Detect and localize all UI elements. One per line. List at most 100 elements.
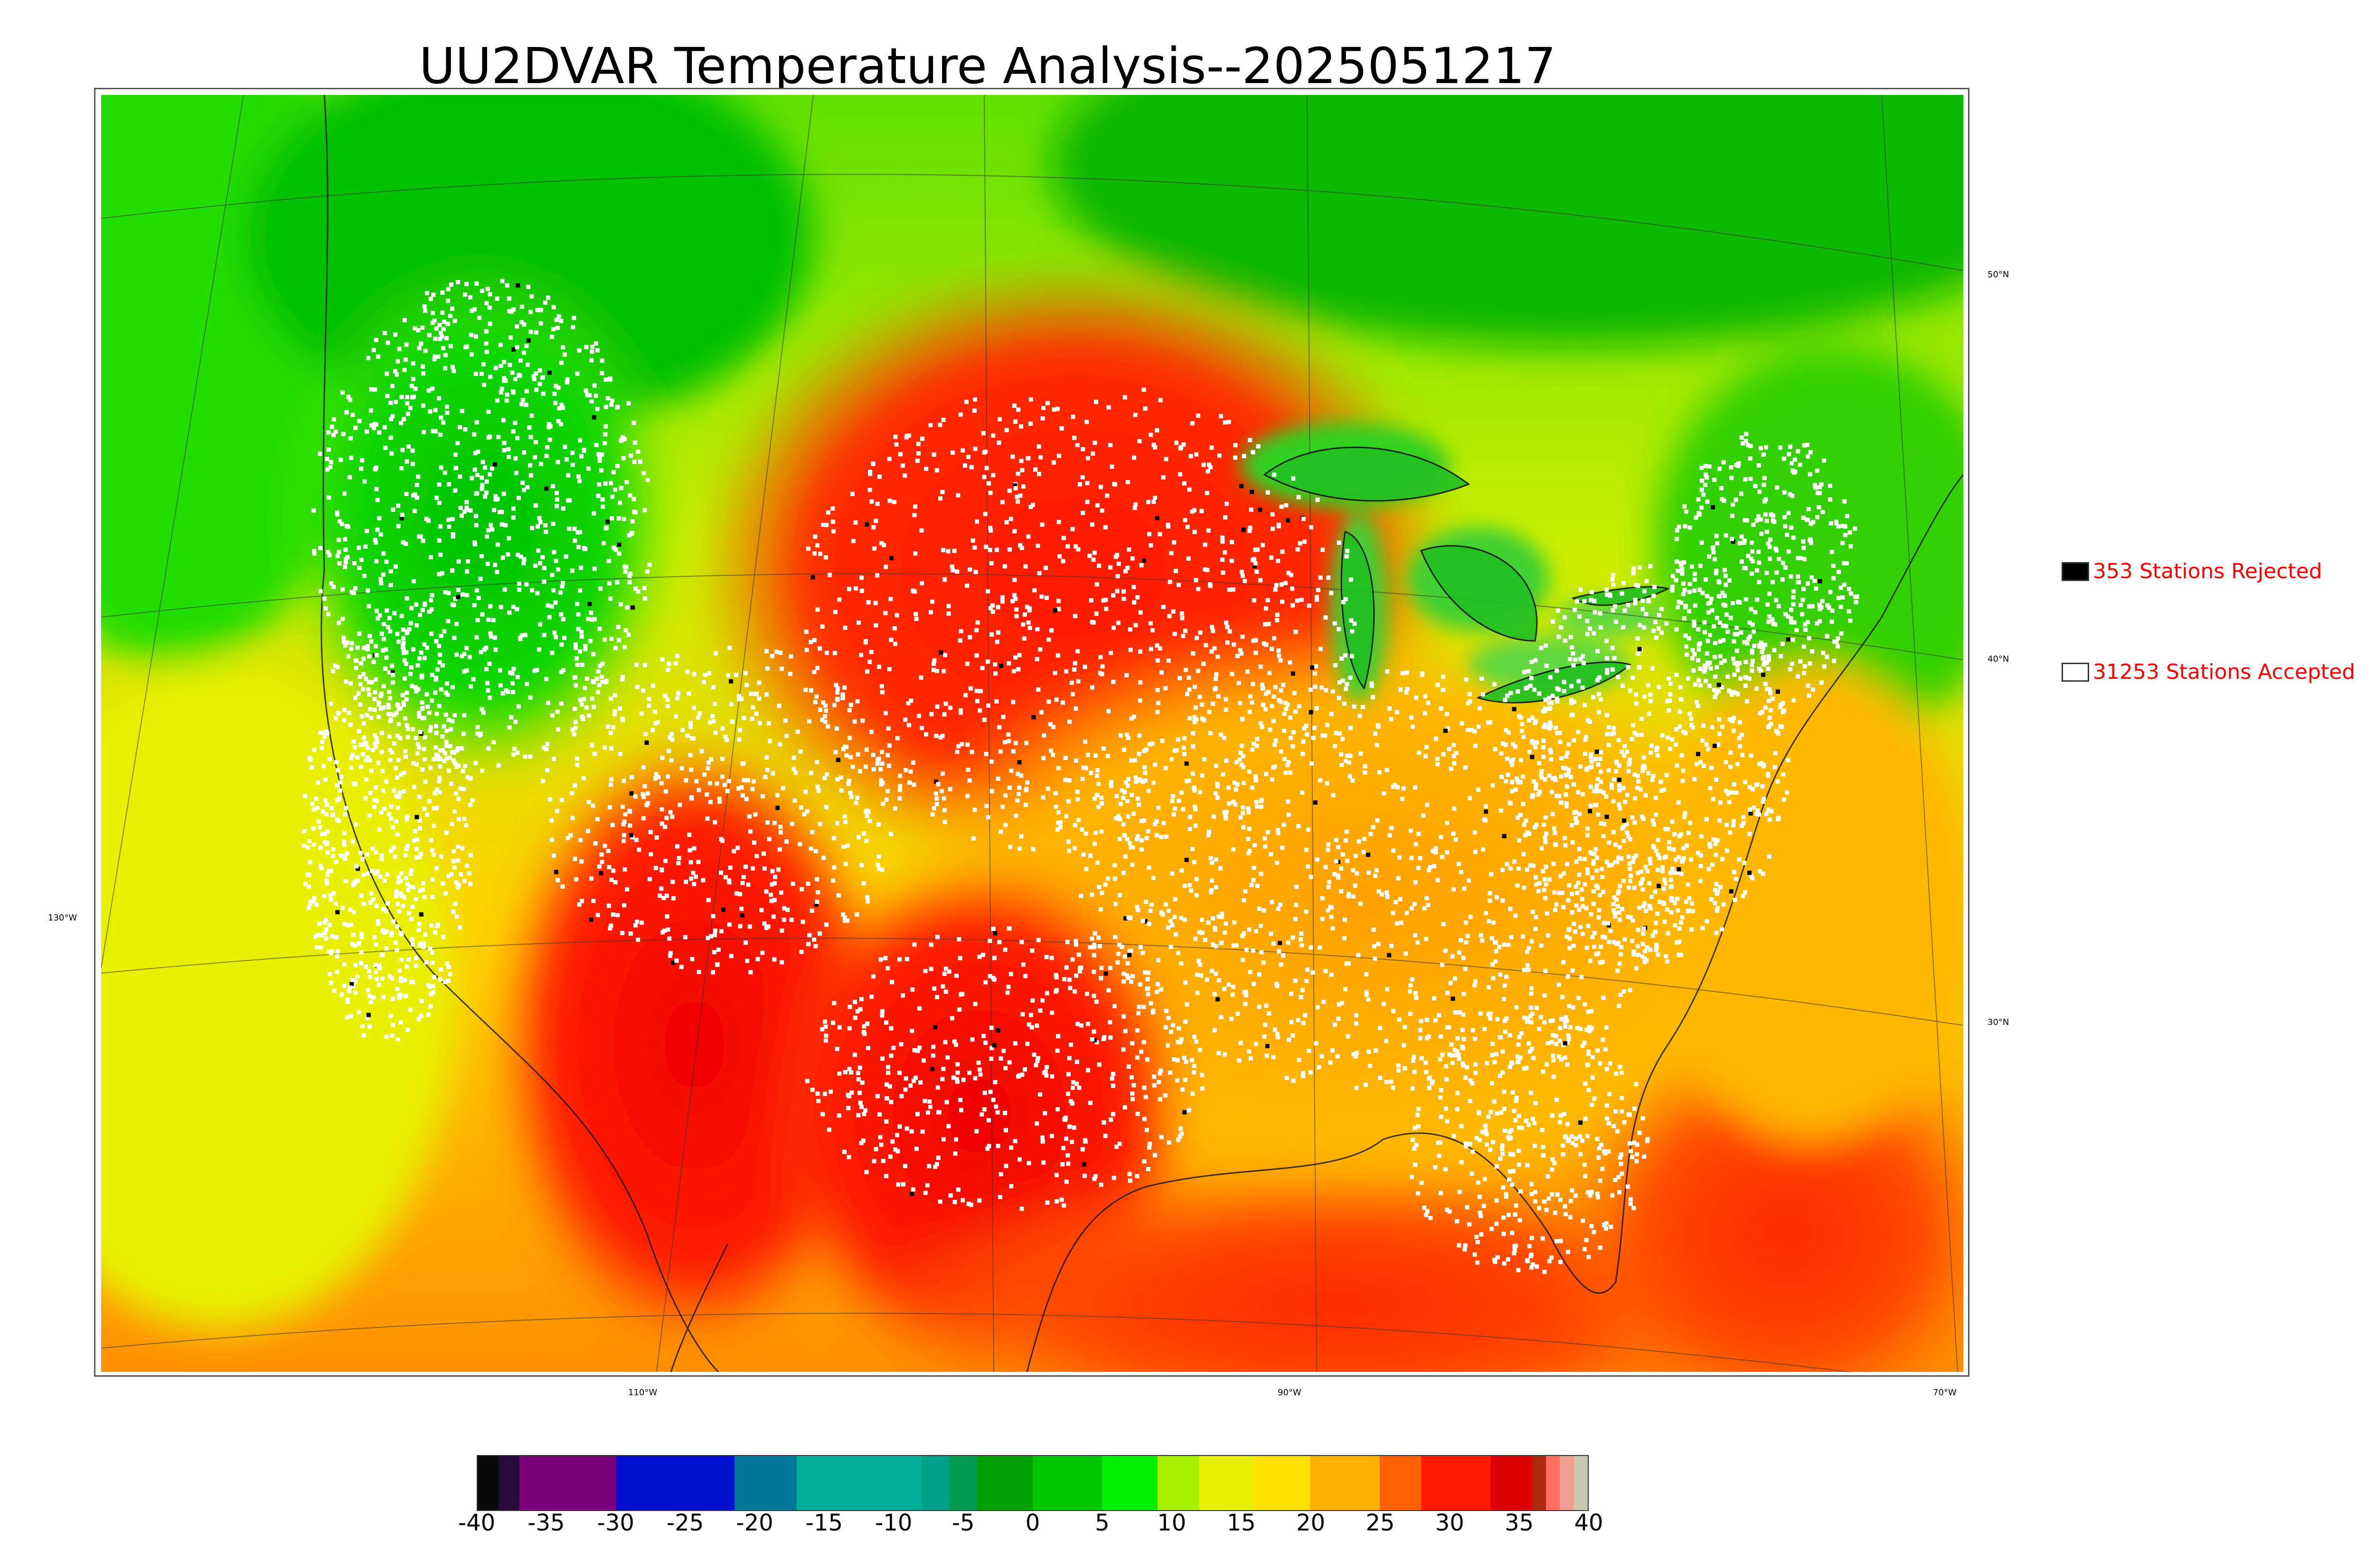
station-marker [1595, 1136, 1600, 1141]
station-marker [421, 371, 425, 376]
station-marker [1391, 911, 1395, 915]
station-marker [1589, 752, 1593, 757]
station-marker [1193, 807, 1198, 812]
station-marker [607, 805, 612, 810]
station-marker [1219, 1015, 1224, 1019]
station-marker [884, 798, 889, 802]
station-marker [1036, 687, 1041, 692]
station-marker [802, 812, 807, 817]
station-marker [1724, 789, 1728, 793]
station-marker [430, 673, 434, 677]
station-marker [948, 787, 952, 791]
station-marker [507, 309, 512, 313]
station-marker [877, 1112, 882, 1117]
station-marker [943, 989, 948, 994]
station-marker [1300, 1074, 1305, 1079]
station-marker [1640, 1116, 1645, 1120]
station-marker [1580, 1138, 1584, 1143]
station-marker [647, 877, 652, 882]
station-marker [1432, 864, 1436, 869]
station-marker [1083, 766, 1088, 770]
station-marker [482, 647, 487, 652]
station-marker [671, 896, 676, 901]
station-marker [1507, 1033, 1512, 1038]
station-marker [1349, 654, 1354, 658]
station-marker [1604, 859, 1609, 864]
station-marker [1588, 958, 1592, 963]
station-marker [1654, 948, 1658, 952]
station-marker [1570, 823, 1574, 827]
station-marker [520, 398, 525, 403]
station-marker [713, 820, 717, 825]
station-marker [1577, 908, 1582, 912]
station-marker [553, 600, 558, 605]
station-marker [669, 758, 674, 762]
station-marker [965, 742, 970, 747]
station-marker [415, 483, 419, 488]
station-marker [1625, 1184, 1630, 1189]
station-marker [1012, 593, 1017, 598]
station-marker [1020, 1072, 1025, 1077]
station-marker [618, 751, 622, 756]
station-marker [1416, 1107, 1421, 1111]
station-marker [577, 348, 582, 353]
station-marker [1254, 799, 1259, 804]
station-marker [1291, 935, 1295, 940]
station-marker [1543, 706, 1548, 711]
station-marker [1529, 660, 1534, 664]
station-marker [991, 927, 996, 931]
station-marker [374, 609, 379, 613]
station-marker [1193, 823, 1198, 828]
station-marker [1309, 761, 1314, 766]
station-marker [597, 627, 602, 631]
station-marker [1017, 792, 1021, 797]
station-marker [1222, 986, 1226, 991]
station-marker [1651, 629, 1656, 633]
station-marker [1305, 732, 1309, 737]
station-marker [1649, 894, 1654, 899]
station-marker [1144, 836, 1149, 840]
station-marker [456, 595, 461, 600]
station-marker [1184, 779, 1189, 783]
station-marker [561, 668, 565, 673]
station-marker [1630, 737, 1634, 742]
station-marker [1464, 677, 1469, 682]
station-marker [394, 400, 398, 404]
station-marker [997, 940, 1002, 944]
station-marker [1324, 688, 1328, 693]
station-marker [780, 960, 784, 965]
station-marker [1617, 783, 1622, 788]
station-marker [1470, 1149, 1475, 1154]
station-marker [1627, 861, 1632, 866]
station-marker [1275, 1032, 1280, 1036]
station-marker [1501, 1185, 1506, 1190]
station-marker [1681, 856, 1686, 861]
station-marker [1524, 818, 1528, 823]
station-marker [1637, 905, 1642, 910]
station-marker [1360, 704, 1365, 709]
station-marker [770, 869, 775, 873]
station-marker [1569, 698, 1573, 703]
station-marker [1130, 556, 1135, 561]
station-marker [526, 338, 531, 343]
station-marker [1248, 969, 1253, 974]
station-marker [641, 765, 646, 770]
station-marker [537, 382, 542, 386]
station-marker [322, 734, 327, 739]
station-marker [1130, 1041, 1135, 1046]
station-marker [1016, 407, 1021, 412]
station-marker [1689, 857, 1693, 862]
station-marker [1594, 883, 1599, 888]
station-marker [1095, 773, 1100, 778]
station-marker [1575, 1025, 1580, 1030]
station-marker [670, 815, 675, 819]
station-marker [1626, 854, 1631, 859]
station-marker [1385, 768, 1389, 772]
station-marker [415, 663, 420, 668]
station-marker [1094, 999, 1099, 1004]
station-marker [1056, 520, 1061, 524]
station-marker [627, 580, 632, 584]
station-marker [1639, 869, 1644, 874]
station-marker [886, 726, 891, 731]
station-marker [1612, 914, 1617, 919]
